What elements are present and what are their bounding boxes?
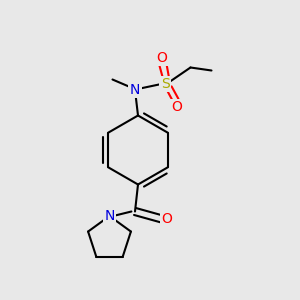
Text: O: O <box>157 51 167 65</box>
Text: N: N <box>130 83 140 97</box>
Text: S: S <box>160 77 169 91</box>
Text: O: O <box>161 212 172 226</box>
Text: N: N <box>104 209 115 223</box>
Text: O: O <box>172 100 182 114</box>
Text: N: N <box>104 209 115 223</box>
